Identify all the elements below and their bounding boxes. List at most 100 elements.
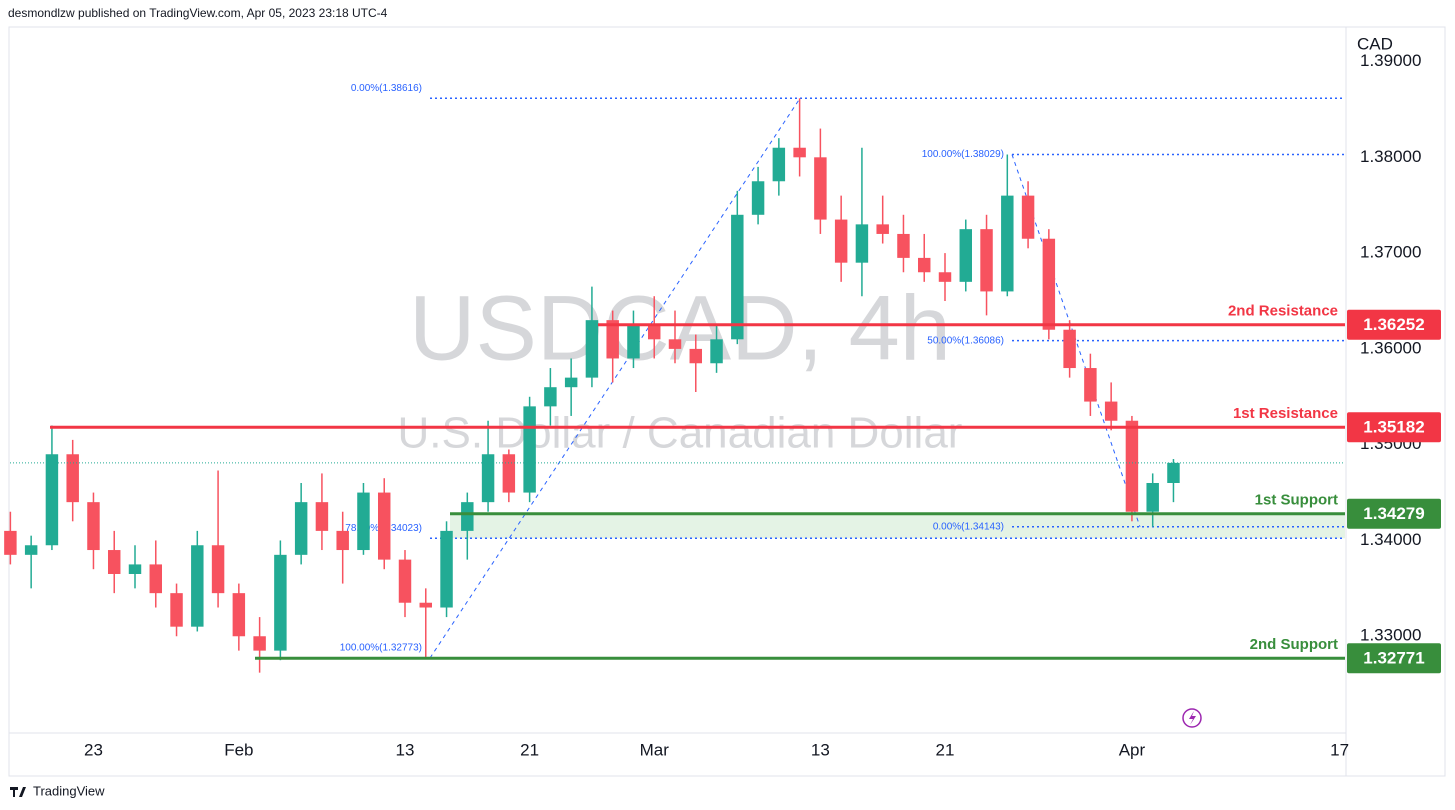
brand: TradingView [33,783,105,798]
candle-body [544,387,557,407]
candle-body [108,550,121,574]
candle-body [1021,195,1035,239]
support-zone [450,513,1345,539]
fib-label: 100.00%(1.38029) [922,149,1004,160]
level-name: 2nd Resistance [1228,303,1338,320]
candle-body [731,214,744,340]
candle-body [751,181,765,215]
candle-body [668,339,682,349]
byline: desmondlzw published on TradingView.com,… [8,6,388,20]
candle-body [855,224,869,263]
candle-body [128,564,142,574]
candle-body [918,257,931,273]
candle-body [502,454,516,493]
candle-body [66,454,79,503]
level-name: 2nd Support [1250,636,1338,653]
candle-body [876,224,889,234]
frame [8,26,1446,777]
candles [4,98,1180,673]
candle-body [564,377,578,388]
x-tick-label: Feb [224,740,253,759]
candle-body [1084,368,1097,402]
fib-label: 100.00%(1.32773) [340,643,422,654]
candle-body [627,324,640,359]
y-axis-label: CAD [1357,34,1393,53]
x-tick-label: 21 [936,740,955,759]
candle-body [149,564,162,594]
candle-body [814,157,827,220]
fib-label: 0.00%(1.38616) [351,83,422,94]
price-box [1347,309,1441,340]
fib-label: 0.00%(1.34143) [933,521,1004,532]
x-tick-label: 21 [520,740,539,759]
candle-body [1146,482,1159,512]
price-box [1347,498,1441,529]
candle-body [419,602,432,608]
y-tick-label: 1.33000 [1360,626,1421,645]
candle-body [24,545,38,555]
candle-body [481,454,495,503]
watermark-subtitle: U.S. Dollar / Canadian Dollar [398,409,963,458]
candle-body [959,229,972,282]
level-name: 1st Resistance [1233,405,1338,422]
candle-body [1104,401,1118,421]
price-box-label: 1.32771 [1363,649,1424,668]
price-box [1347,643,1441,674]
candle-body [523,406,536,493]
x-tick-label: Apr [1119,740,1146,759]
fib-label: 50.00%(1.36086) [927,335,1004,346]
candle-body [461,502,474,531]
x-tick-label: 17 [1330,740,1349,759]
candle-body [1001,195,1014,292]
x-tick-label: Mar [640,740,670,759]
candle-body [87,502,100,551]
candle-body [4,530,17,555]
candle-body [232,593,246,637]
candle-body [45,454,59,546]
candle-body [1125,420,1139,512]
events-icon[interactable] [1182,708,1202,728]
candle-body [191,545,204,627]
candle-body [378,492,391,560]
price-box-label: 1.35182 [1363,418,1424,437]
watermark-title: USDCAD, 4h [409,277,951,379]
candle-body [980,229,993,292]
candle-body [1042,238,1056,330]
x-tick-label: 23 [84,740,103,759]
events-icon-bolt [1189,711,1196,725]
y-tick-label: 1.36000 [1360,338,1421,357]
candle-body [1167,462,1180,483]
candle-body [585,320,599,378]
candle-body [772,147,786,182]
candle-body [274,554,287,651]
price-box-label: 1.34279 [1363,504,1424,523]
candle-body [710,339,723,364]
candle-body [170,593,183,627]
candle-body [211,545,225,594]
candle-body [648,324,661,340]
candle-body [315,502,329,531]
y-tick-label: 1.38000 [1360,147,1421,166]
candle-body [938,272,952,282]
candle-body [336,530,349,551]
candle-body [834,219,848,263]
candle-body [793,147,806,158]
y-tick-label: 1.34000 [1360,530,1421,549]
candle-body [689,348,702,364]
candle-body [398,559,412,603]
candle-body [294,502,308,555]
candle-body [253,636,266,651]
candle-body [897,233,910,258]
price-box-label: 1.36252 [1363,315,1424,334]
candle-body [1063,329,1076,369]
level-name: 1st Support [1255,492,1338,509]
x-tick-label: 13 [396,740,415,759]
candle-body [440,530,453,608]
x-tick-label: 13 [811,740,830,759]
y-tick-label: 1.39000 [1360,51,1421,70]
price-box [1347,412,1441,443]
logo [10,787,26,797]
